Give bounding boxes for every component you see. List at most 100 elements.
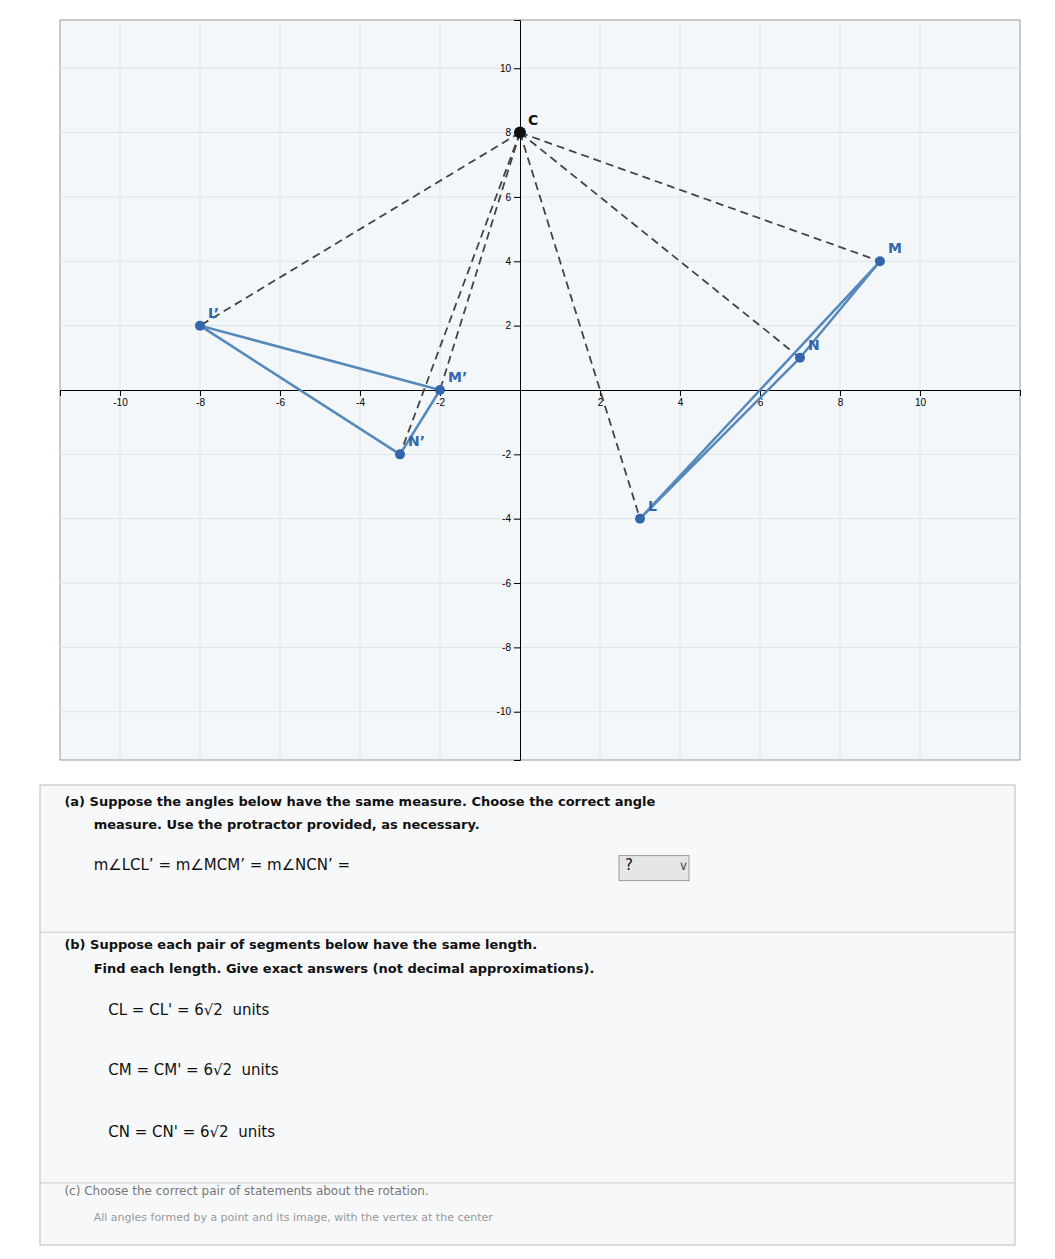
tick: -6 xyxy=(502,578,520,589)
divider xyxy=(40,932,1015,933)
tick-label: -10 xyxy=(497,706,512,717)
tick: -4 xyxy=(502,513,520,524)
ray xyxy=(520,133,880,262)
tick-mark xyxy=(514,712,520,713)
annotation: (b) Suppose each pair of segments below … xyxy=(64,937,537,952)
tick-mark xyxy=(514,326,520,327)
grid-line-y xyxy=(60,518,1020,519)
annotation: CN = CN' = 6√2 units xyxy=(108,1123,275,1141)
tick: -2 xyxy=(502,449,520,460)
plot-frame xyxy=(60,20,1020,760)
annotation: CM = CM' = 6√2 units xyxy=(108,1061,278,1079)
tick: -8 xyxy=(196,390,205,408)
point xyxy=(875,256,885,266)
tick-label: 10 xyxy=(500,63,512,74)
tick-mark xyxy=(200,390,201,396)
tick-mark xyxy=(514,197,520,198)
tick-mark xyxy=(514,583,520,584)
tick-mark xyxy=(514,647,520,648)
tick-mark xyxy=(280,390,281,396)
annotation: (a) Suppose the angles below have the sa… xyxy=(64,794,655,809)
tick-label: 8 xyxy=(838,397,844,408)
figure: -10-8-6-4-2246810-10-8-6-4-2246810CLL’MM… xyxy=(0,0,1055,1259)
point xyxy=(635,514,645,524)
polygon xyxy=(200,326,440,455)
tick-label: 4 xyxy=(678,397,684,408)
annotation: CL = CL' = 6√2 units xyxy=(108,1001,269,1019)
tick-label: -2 xyxy=(436,397,445,408)
question-panel: (a) Suppose the angles below have the sa… xyxy=(40,785,1015,1245)
tick: 8 xyxy=(838,390,844,408)
point-label: L’ xyxy=(208,305,219,321)
tick-label: -2 xyxy=(502,449,511,460)
annotation: (c) Choose the correct pair of statement… xyxy=(64,1184,428,1198)
point-label: N’ xyxy=(408,433,425,449)
ray xyxy=(440,133,520,390)
annotation: ∨ xyxy=(679,858,689,873)
point xyxy=(395,449,405,459)
point-label: N xyxy=(808,337,820,353)
tick-label: -6 xyxy=(276,397,285,408)
grid-line-y xyxy=(60,454,1020,455)
point xyxy=(795,353,805,363)
tick-mark xyxy=(120,390,121,396)
annotation: All angles formed by a point and its ima… xyxy=(94,1211,494,1224)
tick: 4 xyxy=(505,256,520,267)
tick-mark xyxy=(840,390,841,396)
tick: 4 xyxy=(678,390,684,408)
tick-label: -8 xyxy=(502,642,511,653)
tick-mark xyxy=(514,261,520,262)
tick: -8 xyxy=(502,642,520,653)
tick-mark xyxy=(920,390,921,396)
tick-label: -6 xyxy=(502,578,511,589)
grid-line-y xyxy=(60,647,1020,648)
tick: -4 xyxy=(356,390,365,408)
annotation: Find each length. Give exact answers (no… xyxy=(94,961,595,976)
annotation: measure. Use the protractor provided, as… xyxy=(94,817,480,832)
ray xyxy=(520,133,640,519)
point-labels: C L L’ M M’ N N’ xyxy=(208,112,902,514)
tick-label: 4 xyxy=(505,256,511,267)
ray xyxy=(520,133,800,358)
grid-line-y xyxy=(60,132,1020,133)
tick-label: 6 xyxy=(505,192,511,203)
annotation: ? xyxy=(625,856,633,874)
marks xyxy=(195,127,885,524)
panel-box xyxy=(40,785,1015,1245)
grid xyxy=(60,20,1020,760)
annotation: m∠LCL’ = m∠MCM’ = m∠NCN’ = xyxy=(94,856,355,874)
tick: -6 xyxy=(276,390,285,408)
tick-mark xyxy=(514,454,520,455)
tick-mark xyxy=(514,68,520,69)
tick-label: 10 xyxy=(915,397,927,408)
tick-mark xyxy=(680,390,681,396)
ray xyxy=(400,133,520,455)
point-label: C xyxy=(528,112,538,128)
polygon xyxy=(640,261,880,518)
tick-label: -4 xyxy=(502,513,511,524)
point xyxy=(435,385,445,395)
grid-line-y xyxy=(60,68,1020,69)
tick-mark xyxy=(514,519,520,520)
ray xyxy=(200,133,520,326)
tick-mark xyxy=(360,390,361,396)
point xyxy=(195,321,205,331)
tick-label: -10 xyxy=(113,397,128,408)
tick: -10 xyxy=(497,706,520,717)
tick-label: -4 xyxy=(356,397,365,408)
answer-box[interactable] xyxy=(619,856,689,881)
point-label: M xyxy=(888,240,902,256)
tick: 2 xyxy=(505,320,520,331)
tick: 6 xyxy=(505,192,520,203)
point xyxy=(514,127,526,139)
tick: 10 xyxy=(500,63,520,74)
point-label: L xyxy=(648,498,657,514)
tick-label: -8 xyxy=(196,397,205,408)
grid-line-y xyxy=(60,583,1020,584)
grid-line-y xyxy=(60,711,1020,712)
x-axis: -10-8-6-4-2246810 xyxy=(61,390,1021,408)
point-label: M’ xyxy=(448,369,467,385)
axis-line xyxy=(61,391,1021,397)
tick: 10 xyxy=(915,390,927,408)
tick: -10 xyxy=(113,390,128,408)
